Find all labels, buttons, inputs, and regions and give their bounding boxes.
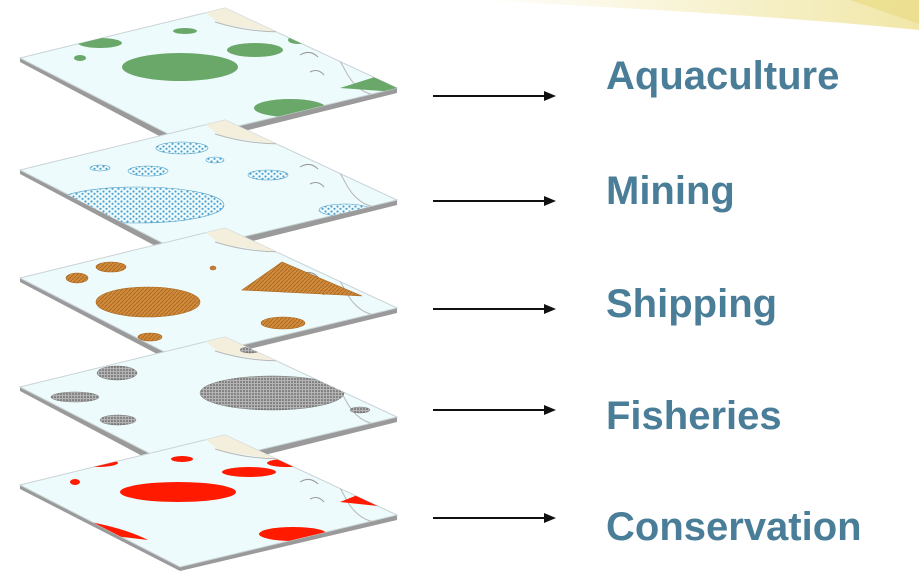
corner-decoration-tip (850, 0, 919, 24)
zone-area (95, 261, 127, 273)
zone-area (70, 479, 80, 485)
corner-decoration (470, 0, 919, 30)
zone-area (241, 261, 363, 297)
zone-area (51, 186, 225, 224)
zone-area (99, 414, 137, 426)
layer-label-fisheries: Fisheries (606, 394, 782, 438)
coastline (299, 478, 325, 503)
layer-label-aquaculture: Aquaculture (606, 54, 840, 98)
zone-area (209, 265, 217, 271)
coastline (299, 51, 325, 76)
zone-area (260, 316, 306, 330)
zone-area (227, 43, 283, 57)
zone-area (205, 156, 225, 164)
zone-area (127, 165, 169, 177)
zone-area (155, 141, 209, 155)
zone-area (199, 375, 345, 411)
zone-area (74, 459, 118, 467)
zone-area (120, 482, 236, 502)
zone-area (173, 28, 197, 34)
layer-label-shipping: Shipping (606, 282, 778, 326)
layer-label-mining: Mining (606, 169, 735, 213)
coastline (299, 163, 325, 188)
zone-area (349, 406, 371, 414)
zone-area (222, 467, 276, 477)
sea-sheet (18, 227, 399, 361)
zone-area (122, 53, 238, 81)
arrow-aquaculture (433, 91, 556, 101)
zone-area (50, 391, 100, 403)
arrow-conservation (433, 513, 556, 523)
arrow-mining (433, 196, 556, 206)
zone-area (288, 36, 308, 44)
zone-area (65, 272, 89, 284)
zone-area (267, 459, 307, 467)
zone-area (78, 38, 122, 48)
zone-area (74, 55, 86, 61)
arrow-fisheries (433, 405, 556, 415)
zone-area (96, 365, 138, 381)
zone-area (137, 332, 163, 342)
zone-area (89, 164, 111, 172)
sea-sheet (18, 119, 399, 253)
zone-area (259, 527, 327, 541)
map-layer-conservation (18, 434, 399, 571)
zone-area (171, 456, 193, 462)
layer-label-conservation: Conservation (606, 505, 862, 549)
sea-sheet (18, 434, 399, 568)
arrow-shipping (433, 304, 556, 314)
zone-area (247, 169, 289, 181)
zone-area (95, 286, 201, 318)
